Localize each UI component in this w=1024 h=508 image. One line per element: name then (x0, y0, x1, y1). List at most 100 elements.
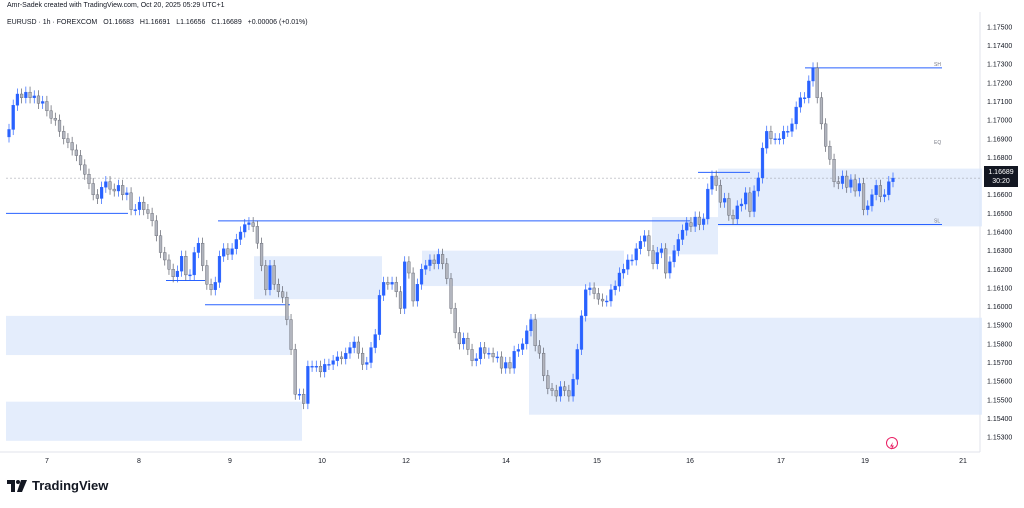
candle-body (878, 185, 882, 197)
candle-body (11, 105, 15, 130)
candle-body (179, 256, 184, 272)
y-tick-label: 1.16800 (987, 155, 1012, 162)
candle-body (74, 149, 78, 156)
candle-body (369, 347, 373, 363)
candle-body (861, 183, 866, 210)
candle-body (828, 146, 832, 160)
candle-body (781, 131, 786, 139)
candle-body (285, 297, 289, 320)
candle-body (276, 284, 281, 292)
candle-body (352, 341, 356, 348)
candle-body (108, 181, 112, 190)
candle-body (723, 198, 727, 203)
tradingview-logo-icon (7, 479, 27, 492)
candle-body (327, 364, 331, 366)
candle-body (100, 187, 104, 199)
y-tick-label: 1.16100 (987, 285, 1012, 292)
candle-body (289, 319, 293, 350)
candle-body (689, 222, 693, 227)
x-tick-label: 16 (686, 458, 694, 465)
last-price-value: 1.16689 (988, 169, 1014, 176)
candle-body (542, 352, 546, 376)
candle-body (706, 188, 710, 220)
candle-body (634, 248, 638, 261)
candle-body (525, 330, 529, 345)
candle-body (811, 67, 815, 82)
candle-body (205, 265, 209, 285)
candle-body (790, 123, 794, 132)
candle-body (605, 300, 609, 303)
x-tick-label: 8 (137, 458, 141, 465)
lightning-icon[interactable] (886, 437, 898, 450)
candle-body (121, 185, 125, 195)
symbol-name[interactable]: EURUSD · 1h · FOREXCOM (7, 19, 98, 26)
footer-branding: TradingView (7, 478, 108, 493)
candle-body (129, 192, 133, 210)
candle-body (297, 394, 302, 396)
y-tick-label: 1.17000 (987, 118, 1012, 125)
candle-body (857, 183, 861, 192)
candle-body (803, 97, 807, 99)
candle-body (849, 179, 853, 188)
candle-body (659, 248, 664, 253)
candle-body (445, 263, 449, 279)
candle-body (403, 261, 407, 309)
candle-body (125, 192, 129, 195)
level-label: SH (934, 62, 941, 68)
x-tick-label: 19 (861, 458, 869, 465)
candle-body (323, 364, 327, 373)
candle-body (613, 285, 617, 290)
candle-body (53, 118, 57, 121)
candle-body (32, 95, 36, 98)
change-value: +0.00006 (+0.01%) (247, 19, 308, 26)
candle-body (504, 362, 508, 369)
candle-body (226, 248, 230, 255)
y-tick-label: 1.16500 (987, 211, 1012, 218)
low-value: L1.16656 (176, 19, 206, 26)
candle-body (314, 366, 318, 368)
candle-body (377, 295, 382, 335)
candle-body (680, 229, 685, 240)
candle-body (264, 265, 268, 290)
candle-body (331, 360, 335, 365)
candle-body (167, 259, 171, 270)
y-tick-label: 1.16000 (987, 304, 1012, 311)
y-tick-label: 1.15300 (987, 435, 1012, 442)
y-tick-label: 1.16900 (987, 136, 1012, 143)
candle-body (344, 352, 348, 359)
candle-body (137, 201, 142, 210)
close-value: C1.16689 (211, 19, 242, 26)
candle-body (470, 349, 474, 361)
x-tick-label: 17 (777, 458, 785, 465)
candle-body (537, 345, 541, 354)
candle-body (251, 222, 255, 227)
candle-body (558, 386, 563, 397)
candle-body (765, 131, 769, 149)
candle-body (866, 205, 870, 210)
candle-body (302, 394, 306, 404)
candle-body (24, 91, 28, 98)
y-tick-label: 1.17100 (987, 99, 1012, 106)
x-tick-label: 7 (45, 458, 49, 465)
candle-body (272, 265, 276, 285)
y-tick-label: 1.17400 (987, 43, 1012, 50)
candle-body (495, 356, 499, 359)
candle-body (424, 265, 428, 270)
candle-body (234, 239, 238, 249)
candle-body (209, 284, 213, 290)
last-price-tag: 1.16689 30:20 (984, 166, 1018, 187)
candle-body (230, 248, 234, 255)
zone-box (718, 168, 982, 227)
y-tick-label: 1.15800 (987, 341, 1012, 348)
candle-body (647, 235, 651, 251)
candle-body (483, 347, 487, 354)
candle-body (339, 356, 344, 359)
candle-body (222, 248, 226, 257)
candle-body (474, 358, 478, 361)
candle-body (727, 198, 731, 216)
x-tick-label: 12 (402, 458, 410, 465)
candle-body (487, 352, 491, 355)
candle-body (373, 334, 377, 348)
